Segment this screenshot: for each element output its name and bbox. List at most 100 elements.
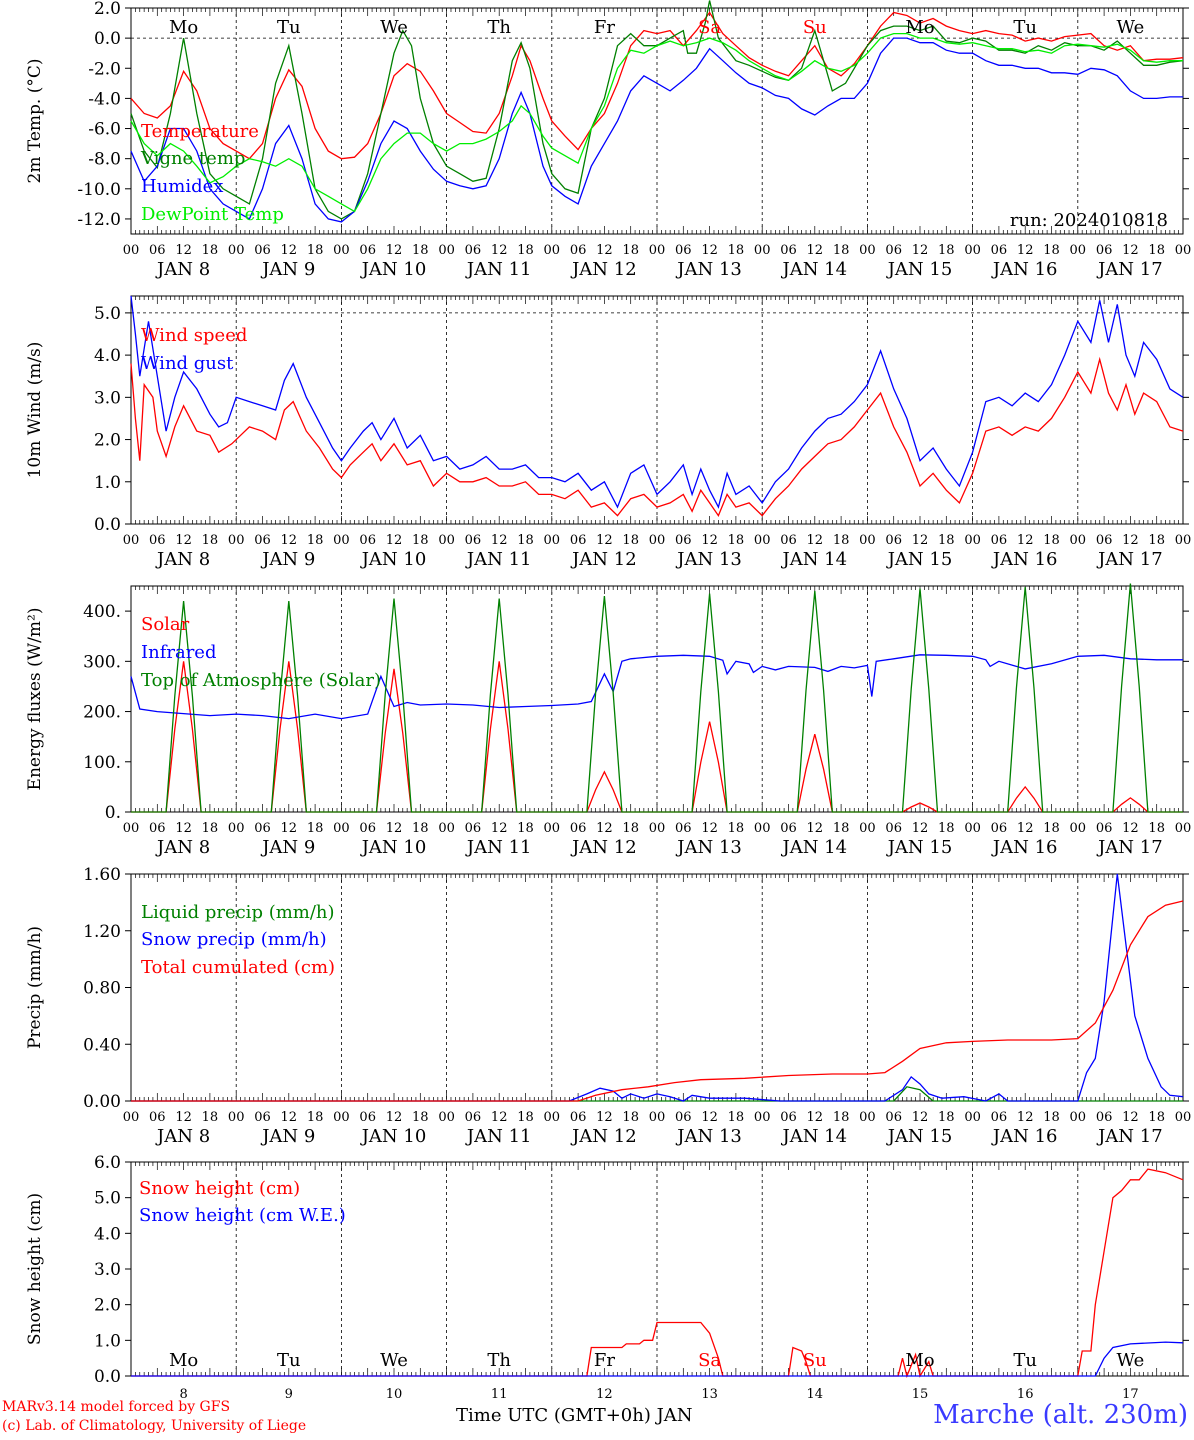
hour-label: 12 xyxy=(596,1110,613,1125)
hour-label: 12 xyxy=(281,821,298,836)
hour-label: 00 xyxy=(1070,1110,1087,1125)
hour-label: 00 xyxy=(964,821,981,836)
hour-label: 00 xyxy=(649,243,666,258)
date-label: JAN 11 xyxy=(465,1126,532,1147)
hour-label: 12 xyxy=(386,243,403,258)
hour-label: 12 xyxy=(1017,243,1034,258)
hour-label: 18 xyxy=(728,243,745,258)
hour-label: 12 xyxy=(701,533,718,548)
weekday-label: Fr xyxy=(594,1350,615,1371)
hour-label: 18 xyxy=(1043,821,1060,836)
weekday-label: Tu xyxy=(1013,1350,1037,1371)
date-label: JAN 17 xyxy=(1096,1126,1163,1147)
hour-label: 06 xyxy=(885,533,902,548)
y-tick-label: 1.20 xyxy=(83,922,121,942)
hour-label: 06 xyxy=(991,243,1008,258)
hour-label: 12 xyxy=(596,533,613,548)
hour-label: 12 xyxy=(1122,533,1139,548)
hour-label: 06 xyxy=(359,1110,376,1125)
x-axis-title: Time UTC (GMT+0h) JAN xyxy=(456,1405,693,1426)
date-label: JAN 9 xyxy=(260,549,315,570)
date-label: JAN 12 xyxy=(570,549,637,570)
hour-label: 12 xyxy=(807,243,824,258)
date-label: JAN 13 xyxy=(675,1126,742,1147)
y-tick-label: 300. xyxy=(83,652,121,672)
hour-label: 00 xyxy=(1175,1110,1192,1125)
date-label: JAN 11 xyxy=(465,549,532,570)
date-label: JAN 17 xyxy=(1096,837,1163,858)
hour-label: 00 xyxy=(859,533,876,548)
hour-label: 00 xyxy=(1175,821,1192,836)
hour-label: 18 xyxy=(412,533,429,548)
hour-label: 18 xyxy=(622,1110,639,1125)
hour-label: 18 xyxy=(728,821,745,836)
hour-label: 06 xyxy=(675,1110,692,1125)
hour-label: 06 xyxy=(991,1110,1008,1125)
hour-label: 00 xyxy=(544,821,561,836)
hour-label: 00 xyxy=(544,243,561,258)
hour-label: 00 xyxy=(754,533,771,548)
hour-label: 06 xyxy=(885,243,902,258)
day-number-label: 8 xyxy=(179,1387,187,1402)
hour-label: 00 xyxy=(859,821,876,836)
legend-entry: Infrared xyxy=(141,642,216,663)
hour-label: 12 xyxy=(701,243,718,258)
hour-label: 18 xyxy=(833,821,850,836)
weekday-label: Tu xyxy=(1013,17,1037,38)
hour-label: 12 xyxy=(491,1110,508,1125)
hour-label: 18 xyxy=(622,821,639,836)
y-tick-label: 6.0 xyxy=(94,1153,121,1173)
y-tick-label: -10.0 xyxy=(77,180,121,200)
hour-label: 06 xyxy=(359,533,376,548)
hour-label: 06 xyxy=(885,1110,902,1125)
hour-label: 06 xyxy=(780,1110,797,1125)
y-tick-label: 0.0 xyxy=(94,29,121,49)
date-label: JAN 17 xyxy=(1096,549,1163,570)
hour-label: 18 xyxy=(1148,1110,1165,1125)
hour-label: 00 xyxy=(333,821,350,836)
series-line-temperature xyxy=(130,11,1184,160)
hour-label: 00 xyxy=(544,533,561,548)
date-label: JAN 9 xyxy=(260,259,315,280)
hour-label: 12 xyxy=(1122,821,1139,836)
hour-label: 00 xyxy=(333,243,350,258)
hour-label: 12 xyxy=(807,821,824,836)
date-label: JAN 14 xyxy=(781,837,848,858)
hour-label: 12 xyxy=(807,1110,824,1125)
legend-entry: Snow height (cm) xyxy=(139,1178,300,1199)
day-number-label: 12 xyxy=(596,1387,613,1402)
y-tick-label: 100. xyxy=(83,753,121,773)
hour-label: 12 xyxy=(1017,533,1034,548)
legend-entry: Snow precip (mm/h) xyxy=(141,929,327,950)
date-label: JAN 16 xyxy=(991,1126,1058,1147)
hour-label: 18 xyxy=(1043,533,1060,548)
y-tick-label: 1.0 xyxy=(94,473,121,493)
hour-label: 18 xyxy=(202,533,219,548)
date-label: JAN 17 xyxy=(1096,259,1163,280)
y-tick-label: 4.0 xyxy=(94,346,121,366)
hour-label: 18 xyxy=(517,821,534,836)
date-label: JAN 10 xyxy=(360,1126,427,1147)
hour-label: 00 xyxy=(1070,243,1087,258)
hour-label: 18 xyxy=(938,821,955,836)
hour-label: 12 xyxy=(491,533,508,548)
hour-label: 18 xyxy=(412,821,429,836)
hour-label: 12 xyxy=(281,533,298,548)
y-axis-label: 10m Wind (m/s) xyxy=(25,342,45,479)
weekday-label: Mo xyxy=(169,1350,198,1371)
hour-label: 06 xyxy=(1096,243,1113,258)
hour-label: 18 xyxy=(307,243,324,258)
footer-credits: MARv3.14 model forced by GFS (c) Lab. of… xyxy=(2,1398,306,1436)
legend-entry: Wind speed xyxy=(141,325,247,346)
date-label: JAN 12 xyxy=(570,1126,637,1147)
date-label: JAN 8 xyxy=(155,1126,210,1147)
legend-entry: Wind gust xyxy=(141,353,234,374)
date-label: JAN 12 xyxy=(570,837,637,858)
y-tick-label: 1.60 xyxy=(83,865,121,885)
hour-label: 12 xyxy=(175,243,192,258)
hour-label: 12 xyxy=(386,1110,403,1125)
hour-label: 18 xyxy=(517,243,534,258)
date-label: JAN 15 xyxy=(886,837,953,858)
hour-label: 00 xyxy=(754,1110,771,1125)
weekday-label: Mo xyxy=(905,1350,934,1371)
